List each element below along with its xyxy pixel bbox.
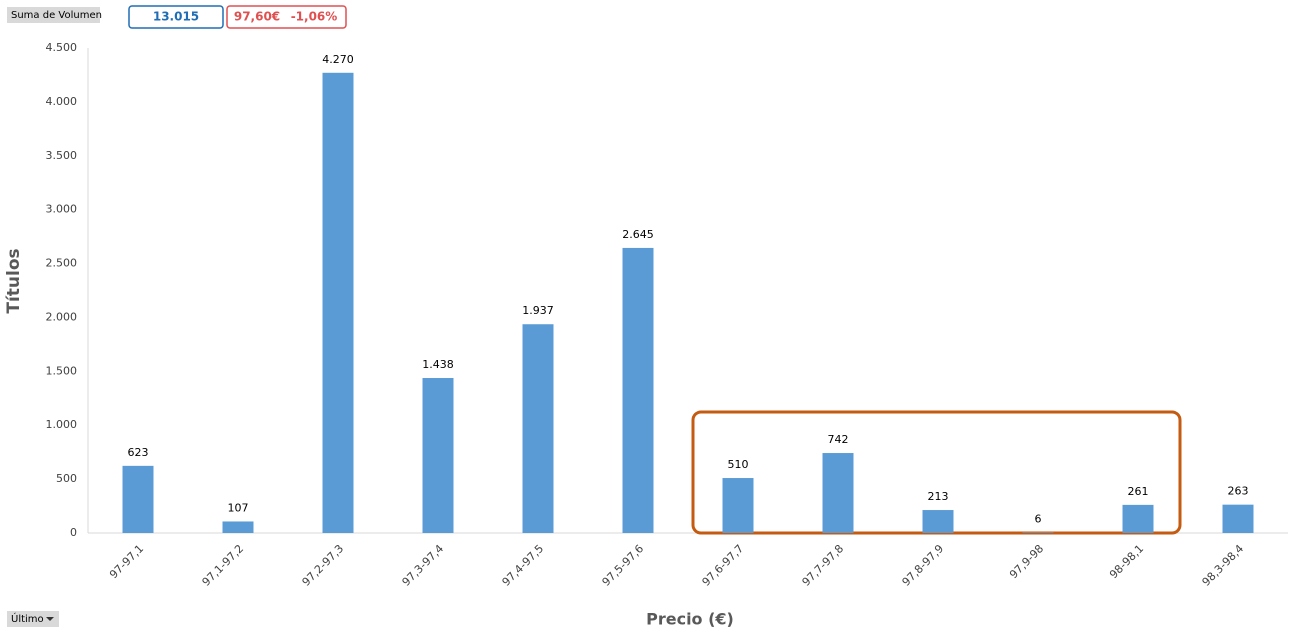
x-tick-label: 97,2-97,3 — [300, 542, 347, 589]
x-tick-label: 97,6-97,7 — [700, 542, 747, 589]
x-tick-label: 97,7-97,8 — [800, 542, 847, 589]
value-label: 1.937 — [522, 304, 554, 317]
value-label: 742 — [828, 433, 849, 446]
y-tick-label: 2.000 — [46, 310, 78, 323]
price-box — [226, 5, 347, 29]
y-tick-label: 500 — [56, 472, 77, 485]
bar — [722, 478, 754, 533]
bar — [1122, 504, 1154, 533]
x-tick-label: 97,5-97,6 — [600, 542, 647, 589]
value-label: 4.270 — [322, 53, 354, 66]
y-tick-label: 2.500 — [46, 257, 78, 270]
x-tick-label: 97-97,1 — [107, 542, 146, 581]
change-value: -1,06% — [291, 10, 338, 24]
bar — [922, 510, 954, 533]
filter-button-label: Último — [11, 612, 44, 625]
y-tick-label: 4.000 — [46, 95, 78, 108]
bar — [122, 465, 154, 533]
total-value: 13.015 — [153, 10, 199, 24]
value-label: 107 — [228, 501, 249, 514]
value-label: 263 — [1228, 485, 1249, 498]
y-axis-title: Títulos — [4, 248, 24, 313]
y-tick-label: 0 — [70, 526, 77, 539]
field-button-label: Suma de Volumen — [11, 10, 102, 21]
bar — [622, 247, 654, 533]
bar — [1022, 532, 1054, 533]
value-label: 261 — [1128, 485, 1149, 498]
x-tick-label: 98-98,1 — [1107, 542, 1146, 581]
bar — [522, 324, 554, 533]
x-tick-label: 97,9-98 — [1007, 542, 1046, 581]
bar — [1222, 504, 1254, 533]
total-box — [128, 5, 224, 29]
bar — [422, 378, 454, 533]
x-tick-label: 97,8-97,9 — [900, 542, 947, 589]
value-label: 6 — [1035, 512, 1042, 525]
filter-button[interactable] — [7, 611, 59, 627]
x-tick-label: 98,3-98,4 — [1200, 542, 1247, 589]
value-label: 623 — [128, 446, 149, 459]
x-tick-label: 97,4-97,5 — [500, 542, 547, 589]
bar — [822, 453, 854, 533]
y-tick-label: 4.500 — [46, 41, 78, 54]
value-label: 1.438 — [422, 358, 454, 371]
dropdown-arrow — [46, 617, 54, 621]
bar — [222, 521, 254, 533]
bar — [322, 72, 354, 534]
y-tick-label: 3.500 — [46, 149, 78, 162]
x-axis-title: Precio (€) — [646, 610, 734, 629]
x-tick-label: 97,3-97,4 — [400, 542, 447, 589]
x-tick-label: 97,1-97,2 — [200, 542, 247, 589]
price-value: 97,60€ — [234, 10, 280, 24]
y-tick-label: 1.500 — [46, 364, 78, 377]
value-label: 213 — [928, 490, 949, 503]
y-tick-label: 3.000 — [46, 203, 78, 216]
y-tick-label: 1.000 — [46, 418, 78, 431]
value-label: 2.645 — [622, 228, 654, 241]
field-button[interactable] — [7, 7, 100, 23]
value-label: 510 — [728, 458, 749, 471]
